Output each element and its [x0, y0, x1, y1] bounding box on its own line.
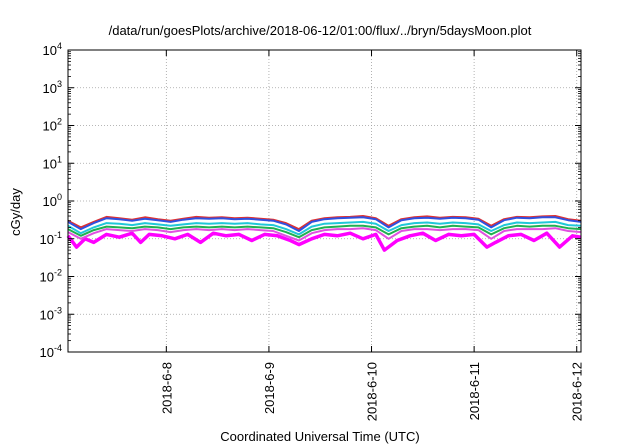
x-tick-label: 2018-6-11	[467, 362, 482, 420]
series-line-4	[67, 227, 582, 242]
series-line-5	[66, 231, 582, 252]
x-tick-label: 2018-6-9	[262, 362, 277, 414]
series-line-2	[67, 220, 582, 236]
series-line-3	[67, 224, 582, 239]
x-axis-ticks: 2018-6-8 2018-6-9 2018-6-10 2018-6-11 2018-6…	[159, 50, 585, 421]
x-axis-label: Coordinated Universal Time (UTC)	[220, 429, 419, 444]
y-axis-label: cGy/day	[8, 188, 23, 236]
data-series	[66, 215, 582, 252]
chart-title: /data/run/goesPlots/archive/2018-06-12/0…	[109, 23, 532, 38]
x-tick-label: 2018-6-12	[570, 362, 585, 421]
x-tick-label: 2018-6-10	[365, 362, 380, 421]
series-line-1	[67, 216, 582, 232]
x-tick-label: 2018-6-8	[159, 362, 174, 414]
